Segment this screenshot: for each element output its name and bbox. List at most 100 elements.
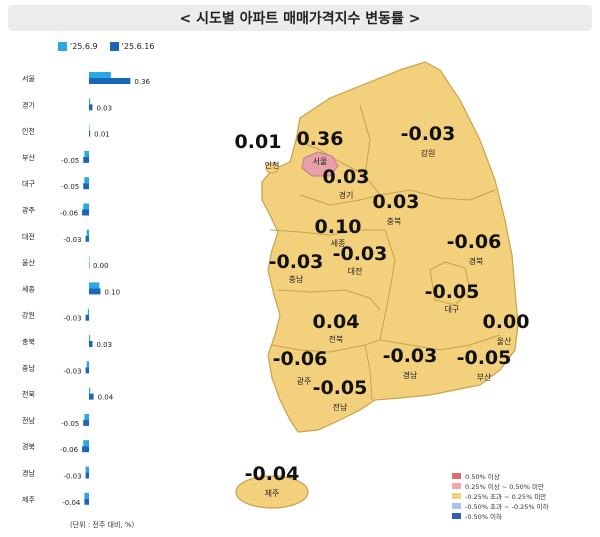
- bar-week1: [89, 98, 91, 105]
- region-name: 경남: [403, 370, 418, 380]
- bar-week2: [89, 130, 91, 137]
- category-label: 광주: [22, 207, 35, 215]
- category-label: 대구: [22, 180, 35, 188]
- region-name: 서울: [313, 157, 328, 166]
- region-value: 0.00: [483, 311, 530, 333]
- region-boundary: [364, 344, 373, 401]
- region-boundary: [379, 229, 396, 341]
- bar-week1: [84, 177, 89, 184]
- region-value: 0.10: [315, 216, 362, 238]
- region-name: 대구: [445, 305, 460, 314]
- bar-week1: [89, 335, 91, 341]
- incheon-shape: [265, 162, 279, 174]
- category-label: 전남: [22, 416, 35, 425]
- category-label: 대전: [22, 232, 35, 241]
- category-label: 전북: [22, 390, 35, 399]
- category-label: 충북: [22, 337, 35, 346]
- legend-item-week1: '25.6.9: [58, 42, 98, 51]
- bar-week2: [89, 262, 90, 269]
- bar-week1: [83, 440, 89, 447]
- map-legend-row: -0.50% 초과 ~ -0.25% 이하: [452, 501, 549, 511]
- region-name: 경북: [469, 256, 484, 266]
- category-label: 경기: [22, 100, 35, 109]
- region-name: 강원: [421, 148, 436, 158]
- region-name: 경기: [339, 190, 354, 200]
- category-label: 제주: [22, 496, 35, 504]
- bar-week1: [84, 150, 89, 157]
- region-value: 0.03: [373, 191, 420, 213]
- bar-week2: [83, 183, 89, 190]
- map-legend-swatch: [452, 513, 461, 519]
- bar-week1: [86, 229, 89, 236]
- legend-swatch-week2: [109, 42, 119, 51]
- value-label: 0.03: [96, 341, 112, 349]
- region-boundary: [359, 104, 381, 196]
- value-label: 0.03: [96, 104, 112, 112]
- unit-note: (단위 : 전주 대비, %): [70, 521, 135, 529]
- region-value: -0.03: [333, 243, 388, 265]
- bar-week1: [89, 72, 111, 78]
- map-legend-row: -0.25% 초과 ~ 0.25% 미만: [452, 491, 549, 501]
- legend-label-week1: '25.6.9: [70, 42, 98, 51]
- region-name: 대전: [348, 266, 363, 276]
- value-label: -0.03: [63, 473, 81, 481]
- bar-week2: [85, 314, 89, 321]
- value-label: 0.00: [93, 262, 109, 270]
- category-label: 경남: [22, 469, 35, 478]
- region-name: 인천: [265, 160, 280, 170]
- category-label: 부산: [22, 153, 35, 162]
- region-boundary: [429, 261, 471, 306]
- value-label: -0.05: [61, 183, 79, 191]
- bar-week2: [82, 446, 89, 453]
- bar-week2: [85, 367, 89, 374]
- region-value: -0.06: [273, 348, 328, 370]
- value-label: -0.05: [61, 420, 79, 428]
- map-legend-label: 0.25% 이상 ~ 0.50% 미만: [465, 483, 544, 491]
- map-legend-swatch: [452, 493, 461, 499]
- bar-week2: [89, 104, 93, 111]
- seoul-shape: [301, 151, 339, 177]
- bar-week1: [86, 361, 89, 368]
- region-name: 전남: [333, 402, 348, 412]
- bar-week1: [84, 492, 89, 499]
- map-legend-row: 0.25% 이상 ~ 0.50% 미만: [452, 481, 549, 491]
- legend-swatch-week1: [58, 42, 67, 51]
- jeju-shape: [235, 475, 309, 509]
- category-label: 강원: [22, 311, 35, 320]
- region-value: -0.05: [457, 347, 512, 369]
- map-legend-label: -0.25% 초과 ~ 0.25% 미만: [465, 493, 547, 501]
- bar-week1: [89, 256, 90, 263]
- region-name: 제주: [265, 489, 280, 498]
- value-label: 0.36: [134, 78, 150, 86]
- region-boundary: [271, 339, 381, 353]
- region-name: 광주: [297, 376, 312, 386]
- category-label: 충남: [22, 363, 35, 372]
- category-label: 인천: [22, 127, 35, 136]
- bar-week2: [85, 235, 89, 242]
- map-legend-swatch: [452, 483, 461, 489]
- bar-week2: [83, 419, 89, 426]
- bar-week2: [89, 288, 101, 295]
- map-legend-label: -0.50% 이하: [465, 513, 503, 521]
- category-label: 울산: [22, 258, 35, 267]
- region-value: -0.04: [245, 463, 300, 485]
- map-legend-swatch: [452, 503, 461, 509]
- legend-label-week2: '25.6.16: [121, 42, 155, 51]
- bar-week1: [84, 413, 89, 420]
- bar-week1: [89, 124, 90, 131]
- bar-week2: [89, 78, 131, 84]
- value-label: -0.03: [63, 367, 81, 375]
- map-legend-swatch: [452, 473, 461, 479]
- page-title: < 시도별 아파트 매매가격지수 변동률 >: [8, 5, 592, 31]
- region-value: 0.03: [323, 166, 370, 188]
- value-label: 0.10: [105, 288, 121, 296]
- region-value: 0.04: [313, 311, 360, 333]
- value-label: -0.04: [62, 499, 81, 507]
- value-label: 0.01: [94, 131, 110, 139]
- bar-week1: [87, 308, 89, 315]
- region-value: -0.03: [401, 123, 456, 145]
- bar-week1: [89, 387, 91, 394]
- region-boundary: [269, 229, 385, 236]
- region-name: 부산: [477, 372, 492, 382]
